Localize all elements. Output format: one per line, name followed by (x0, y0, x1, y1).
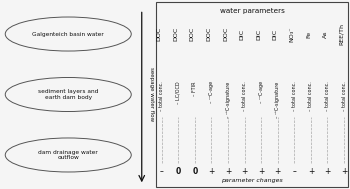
Text: +: + (274, 167, 281, 177)
Text: –: – (160, 167, 164, 177)
Text: +: + (308, 167, 314, 177)
Text: – LC/OCD: – LC/OCD (176, 81, 181, 104)
Text: dam drainage water
outflow: dam drainage water outflow (38, 149, 98, 160)
Text: – ¹³C-signature: – ¹³C-signature (225, 81, 231, 118)
Text: – FTIR: – FTIR (193, 81, 197, 96)
Text: +: + (208, 167, 215, 177)
Text: DOC: DOC (173, 27, 178, 41)
Text: +: + (225, 167, 231, 177)
Text: DOC: DOC (223, 27, 228, 41)
Text: DOC: DOC (190, 27, 195, 41)
Text: – ¹³C-signature: – ¹³C-signature (275, 81, 280, 118)
Text: 0: 0 (176, 167, 181, 177)
Text: –: – (292, 167, 296, 177)
Text: +: + (324, 167, 331, 177)
Text: DIC: DIC (256, 29, 261, 40)
Text: 0: 0 (192, 167, 197, 177)
Bar (156, 2, 348, 187)
Text: +: + (341, 167, 347, 177)
Text: – total conc.: – total conc. (159, 81, 164, 111)
Text: – total conc.: – total conc. (325, 81, 330, 111)
Text: – total conc.: – total conc. (308, 81, 313, 111)
Text: +: + (241, 167, 248, 177)
Text: As: As (322, 30, 328, 38)
Text: – ¹⁴C-age: – ¹⁴C-age (259, 81, 264, 103)
Text: parameter changes: parameter changes (221, 178, 283, 183)
Text: DOC: DOC (157, 27, 162, 41)
Text: DIC: DIC (273, 29, 278, 40)
Text: – ¹⁴C-age: – ¹⁴C-age (209, 81, 214, 103)
Text: seepage water flow: seepage water flow (149, 67, 154, 122)
Text: – total conc.: – total conc. (292, 81, 297, 111)
Text: +: + (258, 167, 264, 177)
Text: REE/Th: REE/Th (339, 23, 344, 45)
Text: DOC: DOC (206, 27, 211, 41)
Text: – total conc.: – total conc. (242, 81, 247, 111)
Text: – total conc.: – total conc. (342, 81, 346, 111)
Text: NO₃⁻: NO₃⁻ (289, 26, 294, 42)
Text: sediment layers and
earth dam body: sediment layers and earth dam body (38, 89, 98, 100)
Text: water parameters: water parameters (219, 8, 285, 14)
Text: Galgenteich basin water: Galgenteich basin water (32, 32, 104, 36)
Text: Fe: Fe (306, 30, 311, 38)
Text: DIC: DIC (240, 29, 245, 40)
